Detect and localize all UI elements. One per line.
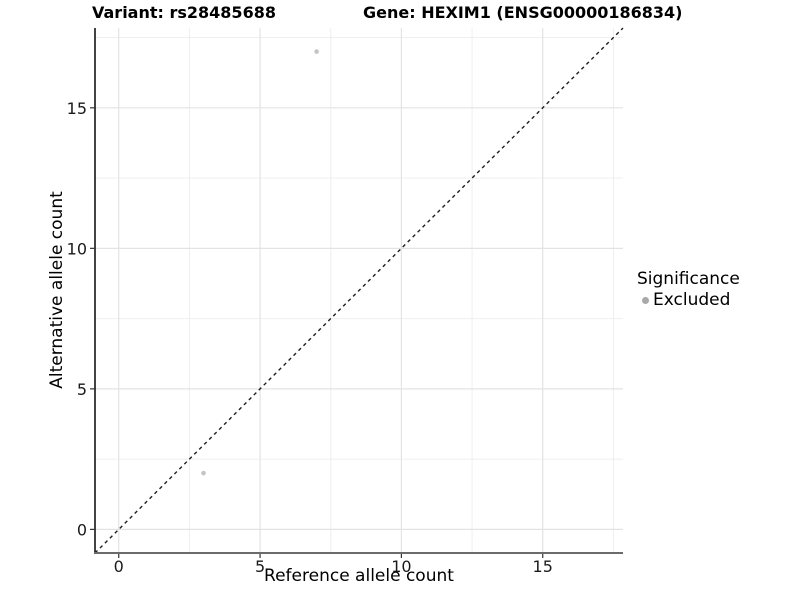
x-axis-title: Reference allele count [264,566,454,586]
y-axis-title: Alternative allele count [47,191,67,389]
legend-item-excluded: Excluded [637,290,740,310]
legend: Significance Excluded [637,269,740,311]
data-point [314,49,319,54]
x-tick-label: 10 [391,557,411,576]
y-tick-label: 15 [67,99,87,118]
identity-reference-line [94,27,624,554]
plot-title-gene: Gene: HEXIM1 (ENSG00000186834) [363,3,683,22]
x-tick-label: 0 [114,557,124,576]
x-tick-label: 5 [255,557,265,576]
y-tick-label: 0 [77,520,87,539]
legend-title: Significance [637,269,740,289]
legend-item-label: Excluded [653,290,731,311]
data-point [201,470,206,476]
plot-title-variant: Variant: rs28485688 [92,3,276,22]
y-tick-label: 10 [67,239,87,258]
y-tick-label: 5 [77,380,87,399]
x-tick-label: 15 [533,557,553,576]
legend-point-swatch-icon [642,297,649,305]
